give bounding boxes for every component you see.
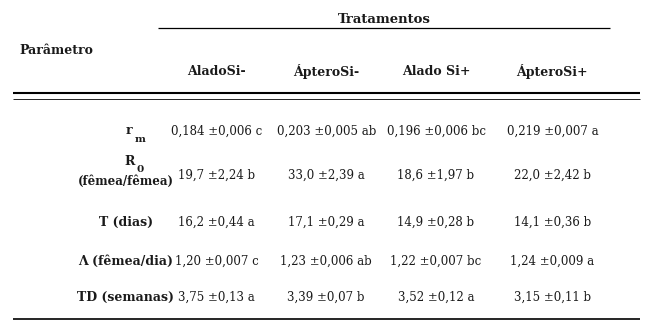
Text: Parâmetro: Parâmetro xyxy=(19,44,93,57)
Text: ÁpteroSi+: ÁpteroSi+ xyxy=(517,64,588,79)
Text: Λ (fêmea/dia): Λ (fêmea/dia) xyxy=(78,255,174,268)
Text: 0,184 ±0,006 c: 0,184 ±0,006 c xyxy=(171,124,262,137)
Text: m: m xyxy=(135,135,145,145)
Text: 18,6 ±1,97 b: 18,6 ±1,97 b xyxy=(397,168,475,181)
Text: Alado Si+: Alado Si+ xyxy=(402,65,470,78)
Text: 0: 0 xyxy=(136,165,144,174)
Text: r: r xyxy=(126,124,132,137)
Text: 3,75 ±0,13 a: 3,75 ±0,13 a xyxy=(178,291,255,304)
Text: 14,1 ±0,36 b: 14,1 ±0,36 b xyxy=(514,216,591,229)
Text: ÁpteroSi-: ÁpteroSi- xyxy=(293,64,359,79)
Text: 3,15 ±0,11 b: 3,15 ±0,11 b xyxy=(514,291,591,304)
Text: AladoSi-: AladoSi- xyxy=(187,65,245,78)
Text: 3,39 ±0,07 b: 3,39 ±0,07 b xyxy=(287,291,365,304)
Text: 33,0 ±2,39 a: 33,0 ±2,39 a xyxy=(288,168,364,181)
Text: 0,203 ±0,005 ab: 0,203 ±0,005 ab xyxy=(276,124,376,137)
Text: R: R xyxy=(124,155,134,168)
Text: (fêmea/fêmea): (fêmea/fêmea) xyxy=(78,175,174,188)
Text: T (dias): T (dias) xyxy=(99,216,153,229)
Text: 0,196 ±0,006 bc: 0,196 ±0,006 bc xyxy=(386,124,486,137)
Text: 1,24 ±0,009 a: 1,24 ±0,009 a xyxy=(510,255,594,268)
Text: 22,0 ±2,42 b: 22,0 ±2,42 b xyxy=(514,168,591,181)
Text: 1,23 ±0,006 ab: 1,23 ±0,006 ab xyxy=(280,255,372,268)
Text: 0,219 ±0,007 a: 0,219 ±0,007 a xyxy=(506,124,598,137)
Text: 3,52 ±0,12 a: 3,52 ±0,12 a xyxy=(398,291,474,304)
Text: 17,1 ±0,29 a: 17,1 ±0,29 a xyxy=(288,216,364,229)
Text: 16,2 ±0,44 a: 16,2 ±0,44 a xyxy=(178,216,255,229)
Text: 1,22 ±0,007 bc: 1,22 ±0,007 bc xyxy=(390,255,482,268)
Text: 1,20 ±0,007 c: 1,20 ±0,007 c xyxy=(174,255,258,268)
Text: 19,7 ±2,24 b: 19,7 ±2,24 b xyxy=(178,168,255,181)
Text: TD (semanas): TD (semanas) xyxy=(78,291,174,304)
Text: Tratamentos: Tratamentos xyxy=(338,13,431,26)
Text: 14,9 ±0,28 b: 14,9 ±0,28 b xyxy=(397,216,475,229)
